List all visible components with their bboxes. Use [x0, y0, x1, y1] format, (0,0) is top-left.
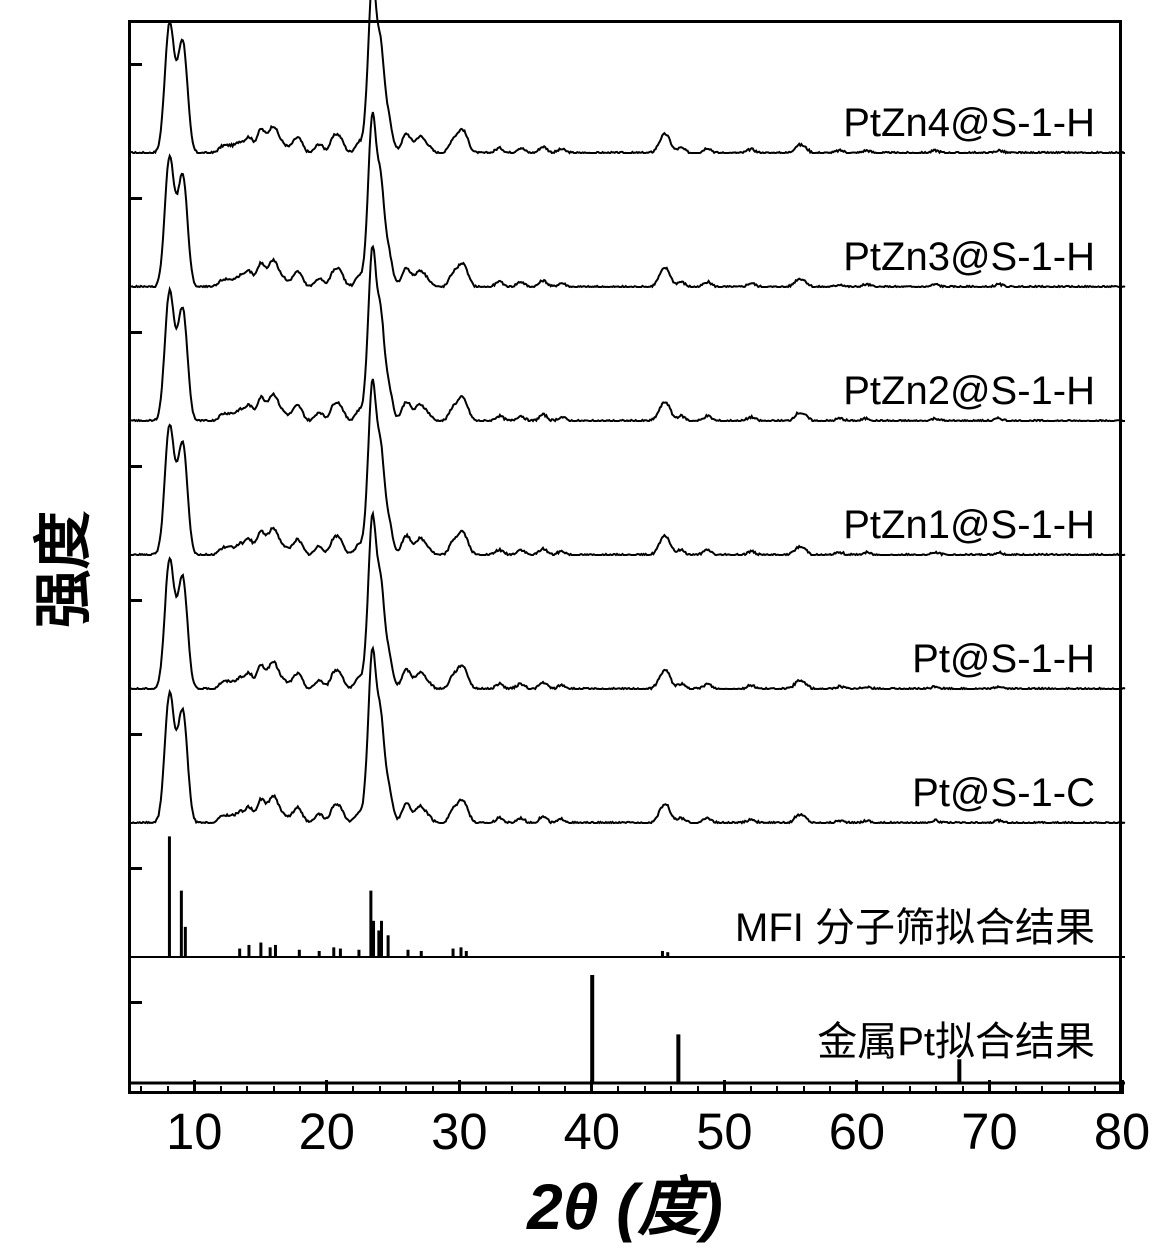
x-minor-tick [167, 1086, 169, 1094]
x-minor-tick [697, 1086, 699, 1094]
y-major-tick [128, 599, 142, 602]
x-tick-label: 50 [684, 1102, 764, 1161]
x-major-tick [193, 1080, 196, 1094]
x-tick-label: 70 [949, 1102, 1029, 1161]
x-major-tick [855, 1080, 858, 1094]
x-minor-tick [273, 1086, 275, 1094]
x-minor-tick [644, 1086, 646, 1094]
y-major-tick [128, 1001, 142, 1004]
y-major-tick [128, 465, 142, 468]
x-minor-tick [1094, 1086, 1096, 1094]
x-minor-tick [140, 1086, 142, 1094]
x-minor-tick [564, 1086, 566, 1094]
y-major-tick [128, 867, 142, 870]
x-minor-tick [962, 1086, 964, 1094]
x-minor-tick [379, 1086, 381, 1094]
x-minor-tick [1015, 1086, 1017, 1094]
x-major-tick [723, 1080, 726, 1094]
figure-root: 强度 PtZn4@S-1-HPtZn3@S-1-HPtZn2@S-1-HPtZn… [0, 0, 1154, 1245]
x-axis-label: 2θ (度) [475, 1156, 775, 1248]
x-minor-tick [485, 1086, 487, 1094]
x-minor-tick [538, 1086, 540, 1094]
x-major-tick [1121, 1080, 1124, 1094]
x-minor-tick [1068, 1086, 1070, 1094]
y-major-tick [128, 63, 142, 66]
x-minor-tick [670, 1086, 672, 1094]
x-major-tick [458, 1080, 461, 1094]
x-minor-tick [352, 1086, 354, 1094]
x-minor-tick [909, 1086, 911, 1094]
series-trace [131, 23, 1119, 1097]
x-tick-label: 30 [419, 1102, 499, 1161]
x-tick-label: 40 [552, 1102, 632, 1161]
x-minor-tick [803, 1086, 805, 1094]
x-minor-tick [1041, 1086, 1043, 1094]
x-minor-tick [776, 1086, 778, 1094]
x-minor-tick [511, 1086, 513, 1094]
x-tick-label: 20 [287, 1102, 367, 1161]
x-tick-label: 10 [154, 1102, 234, 1161]
x-tick-label: 80 [1082, 1102, 1154, 1161]
y-axis-label: 强度 [16, 510, 101, 630]
y-major-tick [128, 197, 142, 200]
x-minor-tick [750, 1086, 752, 1094]
x-major-tick [988, 1080, 991, 1094]
x-minor-tick [935, 1086, 937, 1094]
x-minor-tick [220, 1086, 222, 1094]
x-minor-tick [246, 1086, 248, 1094]
x-major-tick [325, 1080, 328, 1094]
x-minor-tick [405, 1086, 407, 1094]
x-tick-label: 60 [817, 1102, 897, 1161]
plot-area: PtZn4@S-1-HPtZn3@S-1-HPtZn2@S-1-HPtZn1@S… [128, 20, 1122, 1094]
y-major-tick [128, 733, 142, 736]
x-minor-tick [882, 1086, 884, 1094]
x-minor-tick [299, 1086, 301, 1094]
x-minor-tick [829, 1086, 831, 1094]
x-minor-tick [617, 1086, 619, 1094]
x-major-tick [590, 1080, 593, 1094]
x-minor-tick [432, 1086, 434, 1094]
y-major-tick [128, 331, 142, 334]
